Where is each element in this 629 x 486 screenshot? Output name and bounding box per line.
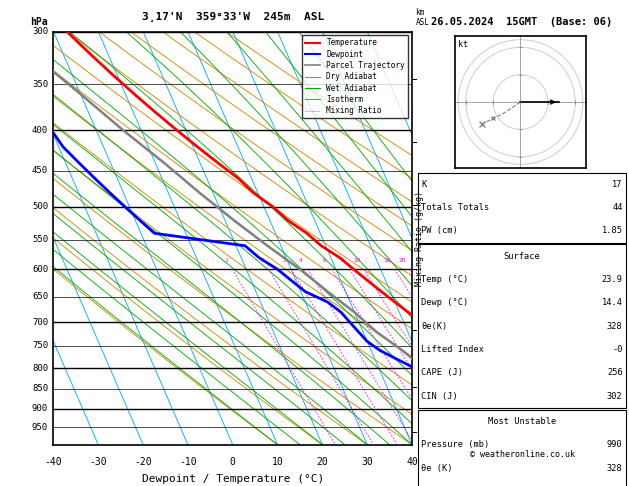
Text: K: K (421, 180, 426, 189)
Text: 3: 3 (418, 325, 422, 334)
Text: 1: 1 (418, 428, 422, 437)
Text: 10: 10 (353, 258, 360, 263)
Text: θe(K): θe(K) (421, 322, 448, 330)
Text: 14.4: 14.4 (602, 298, 623, 307)
Text: 750: 750 (32, 342, 48, 350)
Text: 8: 8 (341, 258, 345, 263)
Text: -30: -30 (89, 457, 107, 467)
Text: 328: 328 (607, 322, 623, 330)
Text: 328: 328 (607, 464, 623, 472)
Text: 450: 450 (32, 166, 48, 175)
Text: 20: 20 (398, 258, 406, 263)
Text: 600: 600 (32, 265, 48, 274)
Text: 850: 850 (32, 384, 48, 394)
Text: 1.85: 1.85 (602, 226, 623, 235)
Text: Dewp (°C): Dewp (°C) (421, 298, 469, 307)
Text: Lifted Index: Lifted Index (421, 345, 484, 354)
Text: 500: 500 (32, 202, 48, 211)
Text: 3¸17'N  359°33'W  245m  ASL: 3¸17'N 359°33'W 245m ASL (142, 11, 324, 21)
Text: 1: 1 (224, 258, 228, 263)
Text: Temp (°C): Temp (°C) (421, 275, 469, 284)
Text: 3: 3 (282, 258, 286, 263)
Text: 900: 900 (32, 404, 48, 413)
Text: 10: 10 (272, 457, 284, 467)
Text: 400: 400 (32, 126, 48, 135)
Text: θe (K): θe (K) (421, 464, 453, 472)
Text: 0: 0 (230, 457, 236, 467)
Text: Totals Totals: Totals Totals (421, 203, 490, 212)
Text: 40: 40 (406, 457, 418, 467)
Text: 17: 17 (612, 180, 623, 189)
Text: 550: 550 (32, 235, 48, 244)
Text: 256: 256 (607, 368, 623, 377)
Legend: Temperature, Dewpoint, Parcel Trajectory, Dry Adiabat, Wet Adiabat, Isotherm, Mi: Temperature, Dewpoint, Parcel Trajectory… (302, 35, 408, 118)
Text: Mixing Ratio (g/kg): Mixing Ratio (g/kg) (415, 191, 424, 286)
Text: Most Unstable: Most Unstable (488, 417, 556, 426)
Text: 700: 700 (32, 318, 48, 327)
Text: kt: kt (457, 40, 467, 50)
Text: -20: -20 (134, 457, 152, 467)
Text: 23.9: 23.9 (602, 275, 623, 284)
Text: Surface: Surface (504, 252, 540, 260)
Text: 4: 4 (299, 258, 303, 263)
Text: 26.05.2024  15GMT  (Base: 06): 26.05.2024 15GMT (Base: 06) (431, 17, 613, 27)
Text: 6: 6 (418, 138, 422, 147)
Text: Pressure (mb): Pressure (mb) (421, 440, 490, 449)
Text: -40: -40 (45, 457, 62, 467)
Text: 950: 950 (32, 423, 48, 432)
Text: -0: -0 (612, 345, 623, 354)
Text: 7: 7 (418, 74, 422, 83)
Text: 650: 650 (32, 293, 48, 301)
Text: LCL: LCL (418, 388, 432, 398)
Text: 30: 30 (361, 457, 373, 467)
Text: 300: 300 (32, 27, 48, 36)
Text: CIN (J): CIN (J) (421, 392, 458, 400)
Text: 350: 350 (32, 80, 48, 89)
Text: 44: 44 (612, 203, 623, 212)
Text: 16: 16 (384, 258, 391, 263)
Text: 20: 20 (316, 457, 328, 467)
Text: 4: 4 (418, 265, 422, 274)
Text: km
ASL: km ASL (416, 8, 430, 27)
Text: hPa: hPa (30, 17, 48, 27)
Text: CAPE (J): CAPE (J) (421, 368, 464, 377)
Text: 2: 2 (418, 382, 422, 391)
Text: Dewpoint / Temperature (°C): Dewpoint / Temperature (°C) (142, 473, 324, 484)
Text: 800: 800 (32, 364, 48, 373)
Text: 990: 990 (607, 440, 623, 449)
Text: © weatheronline.co.uk: © weatheronline.co.uk (470, 450, 574, 459)
Text: 2: 2 (260, 258, 264, 263)
Text: PW (cm): PW (cm) (421, 226, 458, 235)
Text: 6: 6 (323, 258, 326, 263)
Text: 5: 5 (418, 201, 422, 210)
Text: 302: 302 (607, 392, 623, 400)
Text: -10: -10 (179, 457, 197, 467)
